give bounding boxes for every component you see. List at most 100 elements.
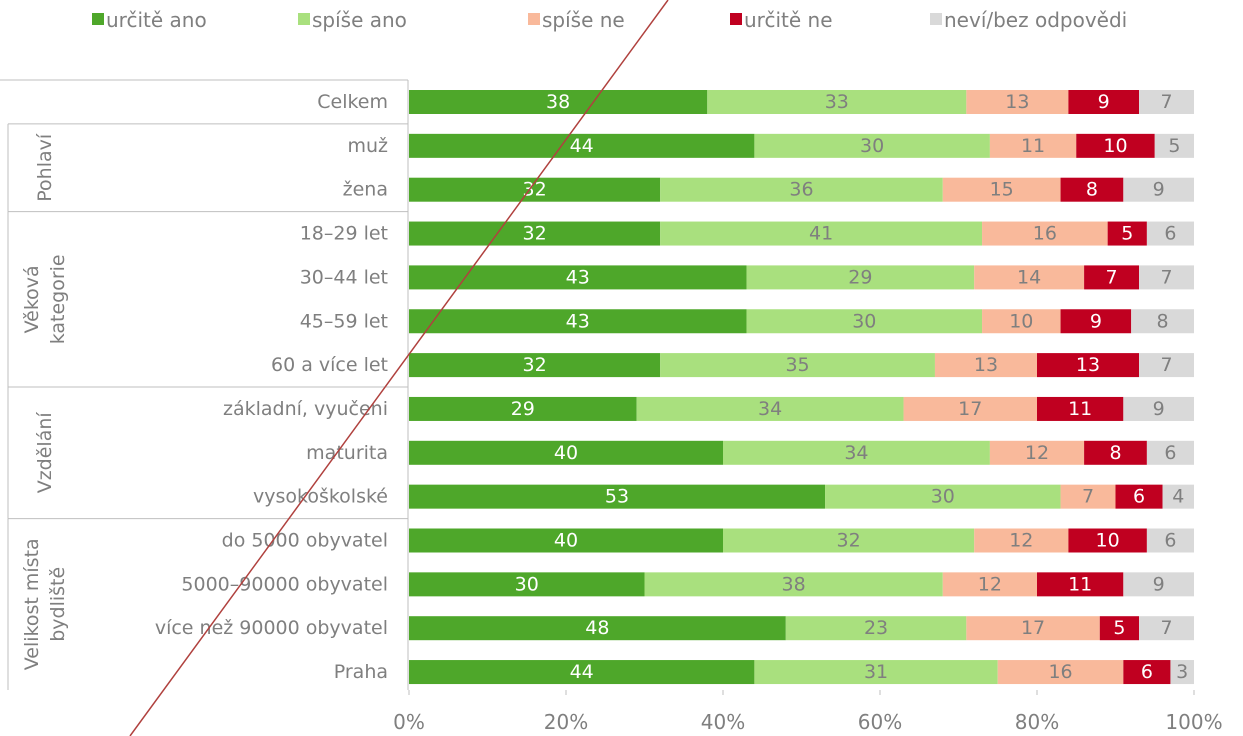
data-label: 17	[958, 398, 982, 420]
data-label: 31	[864, 661, 888, 683]
data-label: 10	[1009, 310, 1033, 332]
data-label: 9	[1090, 310, 1102, 332]
data-label: 41	[809, 223, 833, 245]
data-label: 5	[1168, 135, 1180, 157]
data-label: 6	[1164, 530, 1176, 552]
data-label: 30	[515, 573, 539, 595]
bar-segment	[989, 133, 1077, 158]
data-label: 7	[1106, 266, 1118, 288]
data-label: 10	[1103, 135, 1127, 157]
data-label: 29	[511, 398, 535, 420]
bar-segment	[754, 660, 998, 685]
bar-segment	[989, 440, 1085, 465]
bar-segment	[409, 440, 723, 465]
bar-segment	[785, 616, 967, 641]
bar-segment	[966, 90, 1069, 114]
data-label: 53	[605, 486, 629, 508]
bar-segment	[1084, 440, 1147, 465]
bar-segment	[825, 484, 1061, 509]
legend-swatch	[92, 13, 104, 25]
bar-segment	[409, 660, 755, 685]
data-label: 8	[1109, 442, 1121, 464]
bar-segment	[974, 528, 1069, 553]
data-label: 30	[860, 135, 884, 157]
bar-segment	[723, 440, 990, 465]
legend-label: spíše ano	[312, 8, 407, 32]
data-label: 40	[554, 530, 578, 552]
data-label: 13	[1076, 354, 1100, 376]
data-label: 7	[1160, 91, 1172, 113]
bar-segment	[1123, 660, 1171, 685]
data-label: 40	[554, 442, 578, 464]
bar-segment	[903, 396, 1037, 421]
data-label: 9	[1153, 573, 1165, 595]
data-label: 5	[1113, 617, 1125, 639]
bar-segment	[746, 309, 983, 334]
y-tick-label: 45–59 let	[300, 310, 388, 332]
data-label: 34	[844, 442, 868, 464]
bar-segment	[660, 353, 935, 378]
x-tick-label: 100%	[1165, 710, 1222, 734]
bar-segment	[660, 177, 943, 202]
bar-segment	[660, 221, 983, 246]
group-label: Věková	[21, 265, 43, 333]
bar-segment	[409, 616, 786, 641]
bar-segment	[1076, 133, 1155, 158]
bar-segment	[1037, 353, 1140, 378]
data-label: 9	[1153, 398, 1165, 420]
data-label: 16	[1048, 661, 1072, 683]
data-label: 36	[789, 179, 813, 201]
y-tick-label: muž	[347, 135, 388, 157]
bar-segment	[746, 265, 975, 290]
group-label: Pohlaví	[34, 133, 56, 202]
data-label: 33	[825, 91, 849, 113]
data-label: 23	[864, 617, 888, 639]
bar-segment	[409, 353, 661, 378]
bar-segment	[409, 396, 637, 421]
data-label: 6	[1164, 223, 1176, 245]
bar-segment	[974, 265, 1085, 290]
data-label: 14	[1017, 266, 1041, 288]
data-label: 15	[990, 179, 1014, 201]
bar-segment	[409, 528, 723, 553]
data-label: 7	[1082, 486, 1094, 508]
data-label: 12	[978, 573, 1002, 595]
y-tick-label: více než 90000 obyvatel	[155, 617, 388, 639]
bar-segment	[942, 177, 1061, 202]
bar-segment	[1037, 396, 1124, 421]
bar-segment	[982, 309, 1061, 334]
data-label: 5	[1121, 223, 1133, 245]
data-label: 10	[1096, 530, 1120, 552]
bar-segment	[1123, 572, 1194, 597]
data-label: 7	[1160, 617, 1172, 639]
data-label: 7	[1160, 354, 1172, 376]
data-label: 11	[1068, 573, 1092, 595]
bar-segment	[1037, 572, 1124, 597]
bar-segment	[1084, 265, 1140, 290]
data-label: 32	[523, 223, 547, 245]
data-label: 9	[1098, 91, 1110, 113]
data-label: 3	[1176, 661, 1188, 683]
bar-segment	[409, 484, 826, 509]
bar-segment	[1060, 309, 1132, 334]
legend-label: neví/bez odpovědi	[944, 8, 1127, 32]
data-label: 38	[546, 91, 570, 113]
y-tick-label: vysokoškolské	[253, 486, 388, 508]
group-label: bydliště	[47, 567, 69, 642]
bar-segment	[1139, 90, 1194, 114]
y-tick-label: 18–29 let	[300, 223, 388, 245]
bar-segment	[1123, 177, 1194, 202]
bar-segment	[409, 90, 708, 114]
data-label: 32	[523, 354, 547, 376]
x-tick-label: 0%	[393, 710, 425, 734]
bar-segment	[982, 221, 1108, 246]
data-label: 12	[1009, 530, 1033, 552]
bar-segment	[1123, 396, 1194, 421]
bar-segment	[934, 353, 1037, 378]
bar-segment	[1146, 221, 1194, 246]
legend-label: určitě ne	[744, 8, 833, 32]
bar-segment	[1060, 177, 1124, 202]
bar-segment	[1162, 484, 1194, 509]
y-tick-label: Celkem	[317, 91, 388, 113]
